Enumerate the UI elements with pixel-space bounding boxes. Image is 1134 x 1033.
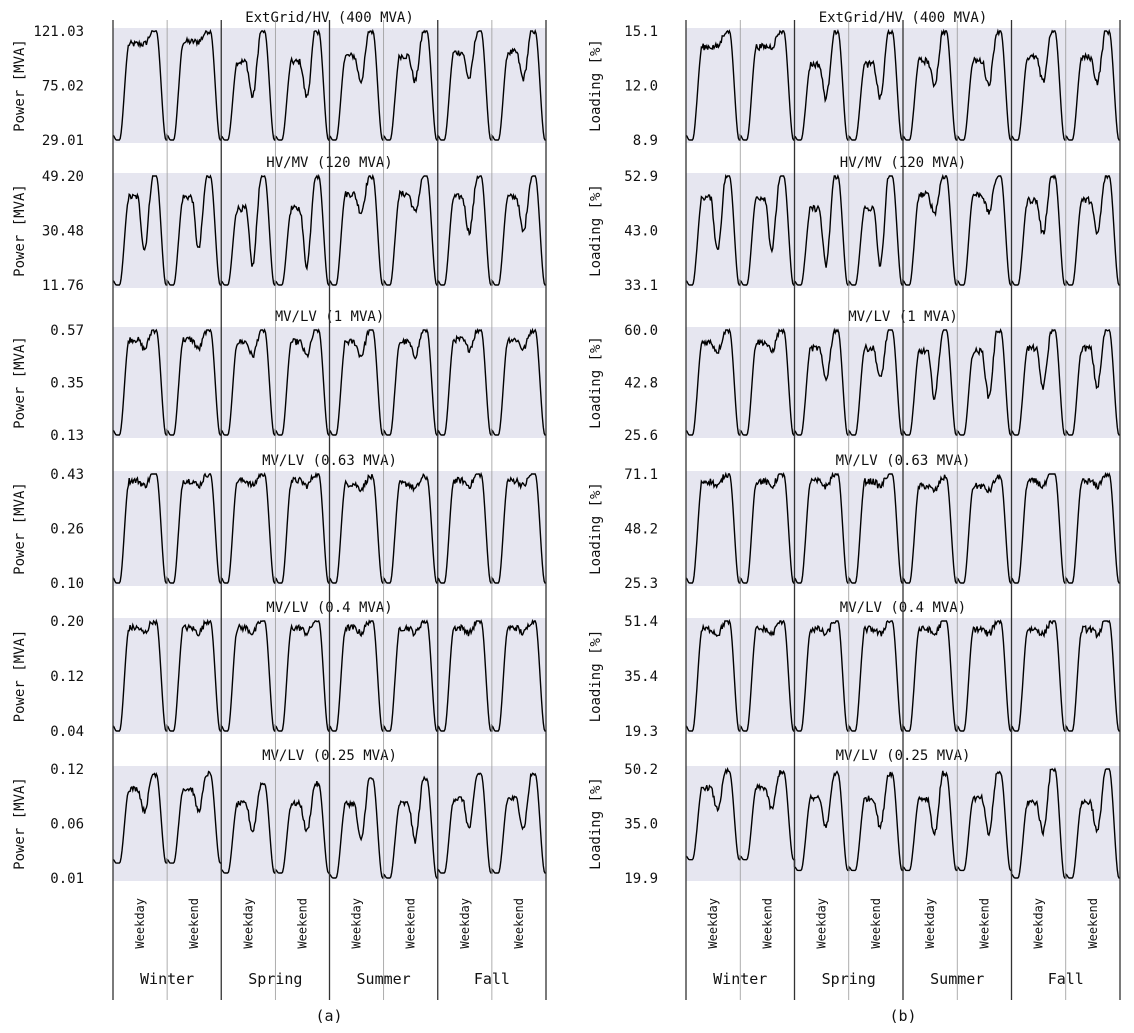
subplot-title: ExtGrid/HV (400 MVA) xyxy=(819,10,988,26)
day-type-label: Weekend xyxy=(295,898,309,949)
y-tick-label: 19.9 xyxy=(624,871,658,887)
y-tick-label: 8.9 xyxy=(633,133,658,149)
y-tick-label: 25.3 xyxy=(624,576,658,592)
day-type-label: Weekday xyxy=(350,898,364,949)
y-tick-label: 0.10 xyxy=(50,576,84,592)
y-axis-label: Loading [%] xyxy=(588,336,604,429)
y-axis-label: Power [MVA] xyxy=(12,184,28,277)
day-type-label: Weekday xyxy=(241,898,255,949)
y-tick-label: 35.4 xyxy=(624,669,658,685)
y-axis-label: Power [MVA] xyxy=(12,777,28,870)
y-tick-label: 0.01 xyxy=(50,871,84,887)
y-tick-label: 0.57 xyxy=(50,323,84,339)
y-tick-label: 0.43 xyxy=(50,467,84,483)
day-type-label: Weekend xyxy=(760,898,774,949)
y-tick-label: 11.76 xyxy=(42,278,84,294)
y-tick-label: 0.04 xyxy=(50,724,84,740)
panel-a: ExtGrid/HV (400 MVA) 121.03 75.02 29.01 Powe… xyxy=(12,10,547,1025)
day-type-label: Weekday xyxy=(706,898,720,949)
subplot: ExtGrid/HV (400 MVA) 121.03 75.02 29.01 Powe… xyxy=(12,10,546,149)
y-tick-label: 29.01 xyxy=(42,133,84,149)
day-type-label: Weekday xyxy=(923,898,937,949)
day-type-label: Weekend xyxy=(869,898,883,949)
y-tick-label: 19.3 xyxy=(624,724,658,740)
y-tick-label: 48.2 xyxy=(624,522,658,538)
y-axis-label: Power [MVA] xyxy=(12,482,28,575)
y-axis-label: Loading [%] xyxy=(588,482,604,575)
caption-b: (b) xyxy=(889,1007,916,1025)
y-axis-label: Loading [%] xyxy=(588,777,604,870)
y-tick-label: 0.12 xyxy=(50,669,84,685)
y-axis-label: Loading [%] xyxy=(588,630,604,723)
y-tick-label: 75.02 xyxy=(42,79,84,95)
subplot-title: ExtGrid/HV (400 MVA) xyxy=(245,10,414,26)
day-type-label: Weekend xyxy=(1086,898,1100,949)
y-tick-label: 50.2 xyxy=(624,762,658,778)
y-tick-label: 0.26 xyxy=(50,522,84,538)
y-axis-label: Loading [%] xyxy=(588,184,604,277)
day-type-label: Weekday xyxy=(1032,898,1046,949)
day-type-label: Weekday xyxy=(815,898,829,949)
day-type-label: Weekday xyxy=(133,898,147,949)
subplot: ExtGrid/HV (400 MVA) 15.1 12.0 8.9 Loading [… xyxy=(588,10,1120,149)
day-type-label: Weekend xyxy=(512,898,526,949)
y-axis-label: Loading [%] xyxy=(588,39,604,132)
y-axis-label: Power [MVA] xyxy=(12,336,28,429)
y-tick-label: 35.0 xyxy=(624,817,658,833)
day-type-label: Weekend xyxy=(404,898,418,949)
y-tick-label: 0.06 xyxy=(50,817,84,833)
y-tick-label: 71.1 xyxy=(624,467,658,483)
y-tick-label: 43.0 xyxy=(624,224,658,240)
season-label: Fall xyxy=(1048,970,1084,988)
y-tick-label: 25.6 xyxy=(624,428,658,444)
day-type-label: Weekend xyxy=(187,898,201,949)
season-label: Summer xyxy=(357,970,411,988)
season-label: Winter xyxy=(713,970,767,988)
y-tick-label: 121.03 xyxy=(33,24,84,40)
y-tick-label: 42.8 xyxy=(624,376,658,392)
y-tick-label: 15.1 xyxy=(624,24,658,40)
y-tick-label: 51.4 xyxy=(624,614,658,630)
season-label: Spring xyxy=(248,970,302,988)
season-label: Winter xyxy=(140,970,194,988)
caption-a: (a) xyxy=(315,1007,342,1025)
season-label: Fall xyxy=(474,970,510,988)
y-tick-label: 52.9 xyxy=(624,169,658,185)
day-type-label: Weekend xyxy=(977,898,991,949)
y-tick-label: 0.12 xyxy=(50,762,84,778)
y-tick-label: 33.1 xyxy=(624,278,658,294)
day-type-label: Weekday xyxy=(458,898,472,949)
y-axis-label: Power [MVA] xyxy=(12,39,28,132)
season-label: Spring xyxy=(822,970,876,988)
y-tick-label: 12.0 xyxy=(624,79,658,95)
y-tick-label: 30.48 xyxy=(42,224,84,240)
y-tick-label: 0.13 xyxy=(50,428,84,444)
panel-b: ExtGrid/HV (400 MVA) 15.1 12.0 8.9 Loading [… xyxy=(588,10,1121,1025)
y-tick-label: 60.0 xyxy=(624,323,658,339)
y-tick-label: 0.20 xyxy=(50,614,84,630)
season-label: Summer xyxy=(930,970,984,988)
y-tick-label: 49.20 xyxy=(42,169,84,185)
y-tick-label: 0.35 xyxy=(50,376,84,392)
y-axis-label: Power [MVA] xyxy=(12,630,28,723)
